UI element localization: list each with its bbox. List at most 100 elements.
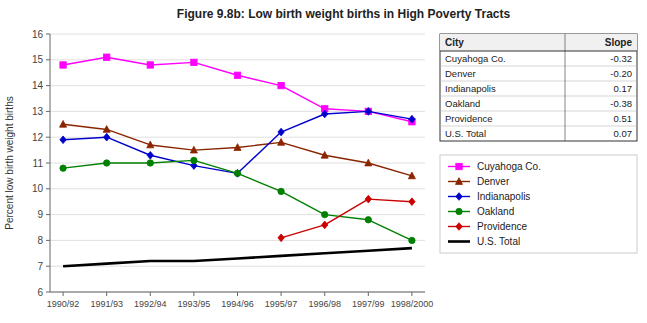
series-line	[63, 160, 412, 240]
data-point	[147, 160, 153, 166]
data-point	[409, 115, 415, 123]
grid-line	[50, 85, 425, 86]
table-cell: Oakland	[445, 98, 480, 109]
data-point	[408, 172, 415, 179]
x-tick-label: 1997/99	[352, 299, 385, 309]
table-cell: -0.32	[610, 53, 632, 64]
data-point	[409, 198, 415, 206]
data-point	[322, 221, 328, 229]
data-point	[322, 110, 328, 118]
y-tick	[46, 188, 50, 189]
y-tick-label: 6	[37, 287, 43, 298]
data-point	[60, 62, 66, 68]
x-tick	[150, 292, 151, 296]
y-tick	[46, 214, 50, 215]
x-tick	[106, 292, 107, 296]
y-tick-label: 12	[32, 132, 44, 143]
data-point	[147, 141, 154, 148]
data-point	[234, 144, 241, 151]
x-tick	[237, 292, 238, 296]
table-rule	[440, 96, 637, 97]
series-line	[63, 111, 412, 173]
legend-marker	[456, 208, 462, 214]
table-header: City	[445, 37, 464, 48]
y-tick-label: 14	[32, 80, 44, 91]
table-header-bg	[440, 34, 637, 51]
data-point	[365, 217, 371, 223]
data-point	[365, 159, 372, 166]
legend-label: Providence	[477, 221, 527, 232]
data-point	[278, 234, 284, 242]
x-tick-label: 1991/93	[90, 299, 123, 309]
legend-label: Denver	[477, 176, 510, 187]
y-tick	[46, 59, 50, 60]
series	[60, 54, 415, 125]
data-point	[365, 108, 371, 116]
plot-data	[60, 54, 416, 266]
x-tick-label: 1990/92	[47, 299, 80, 309]
y-tick	[46, 292, 50, 293]
table-divider	[565, 34, 566, 141]
data-point	[147, 62, 153, 68]
legend-marker	[455, 178, 462, 185]
table-frame	[440, 34, 637, 141]
data-point	[365, 108, 371, 114]
table-header: Slope	[605, 37, 633, 48]
x-tick	[411, 292, 412, 296]
series-line	[281, 199, 412, 238]
data-point	[278, 82, 284, 88]
table: CitySlopeCuyahoga Co.-0.32Denver-0.20Ind…	[440, 34, 637, 141]
y-tick	[46, 34, 50, 35]
table-cell: Denver	[445, 68, 476, 79]
x-tick	[63, 292, 64, 296]
table-cell: Indianapolis	[445, 83, 496, 94]
data-point	[365, 195, 371, 203]
y-tick-label: 15	[32, 54, 44, 65]
data-point	[234, 72, 240, 78]
y-axis-label: Percent low birth weight births	[4, 96, 15, 229]
data-point	[321, 151, 328, 158]
data-point	[60, 136, 66, 144]
table-cell: 0.51	[614, 113, 633, 124]
legend-label: Cuyahoga Co.	[477, 161, 541, 172]
data-point	[191, 157, 197, 163]
x-tick	[324, 292, 325, 296]
x-tick-label: 1993/95	[178, 299, 211, 309]
x-tick-label: 1992/94	[134, 299, 167, 309]
table-rule	[440, 81, 637, 82]
grid-line	[50, 240, 425, 241]
legend-swatch	[448, 240, 470, 243]
data-point	[278, 139, 285, 146]
table-rule	[440, 51, 637, 52]
grid-line	[50, 214, 425, 215]
chart: Figure 9.8b: Low birth weight births in …	[0, 0, 647, 323]
y-tick-label: 16	[32, 29, 44, 40]
table-cell: Providence	[445, 113, 493, 124]
grid-line	[50, 34, 425, 35]
data-point	[234, 169, 240, 177]
y-tick-label: 11	[33, 158, 44, 169]
y-tick-label: 10	[32, 183, 44, 194]
y-tick	[46, 111, 50, 112]
table-cell: Cuyahoga Co.	[445, 53, 506, 64]
data-point	[190, 146, 197, 153]
table-rule	[440, 126, 637, 127]
data-point	[278, 128, 284, 136]
legend-label: Oakland	[477, 206, 514, 217]
data-point	[191, 59, 197, 65]
table-rule	[440, 111, 637, 112]
x-axis: 1990/921991/931992/941993/951994/961995/…	[47, 292, 433, 309]
y-axis-line	[50, 34, 51, 292]
series	[60, 108, 415, 178]
y-tick-label: 13	[32, 106, 44, 117]
y-tick	[46, 137, 50, 138]
series	[60, 120, 416, 178]
grid	[50, 34, 425, 292]
table-rule	[440, 66, 637, 67]
y-tick	[46, 240, 50, 241]
x-tick	[368, 292, 369, 296]
y-tick-label: 7	[37, 261, 43, 272]
data-point	[103, 133, 109, 141]
grid-line	[50, 266, 425, 267]
data-point	[234, 170, 240, 176]
